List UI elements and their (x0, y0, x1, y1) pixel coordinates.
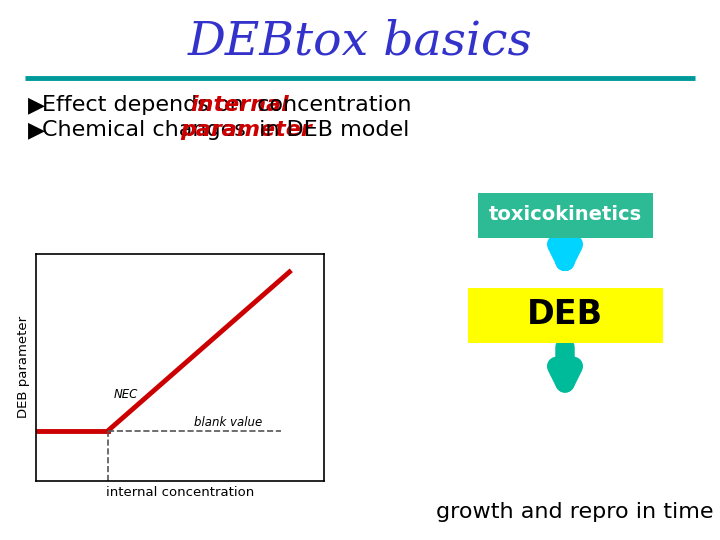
FancyBboxPatch shape (477, 192, 652, 238)
Text: ▶: ▶ (28, 120, 53, 140)
Text: ▶: ▶ (28, 95, 53, 115)
Text: growth and repro in time: growth and repro in time (436, 502, 714, 522)
Text: in DEB model: in DEB model (252, 120, 410, 140)
FancyBboxPatch shape (467, 287, 662, 342)
Text: parameter: parameter (180, 120, 312, 140)
Y-axis label: DEB parameter: DEB parameter (17, 316, 30, 418)
Text: DEBtox basics: DEBtox basics (188, 19, 532, 65)
Text: concentration: concentration (250, 95, 412, 115)
Text: toxicokinetics: toxicokinetics (488, 206, 642, 225)
Text: internal: internal (190, 95, 289, 115)
X-axis label: internal concentration: internal concentration (106, 486, 254, 499)
Text: Chemical changes: Chemical changes (42, 120, 253, 140)
Text: blank value: blank value (194, 416, 263, 429)
Text: Effect depends on: Effect depends on (42, 95, 251, 115)
Text: NEC: NEC (114, 388, 138, 401)
Text: DEB: DEB (527, 299, 603, 332)
